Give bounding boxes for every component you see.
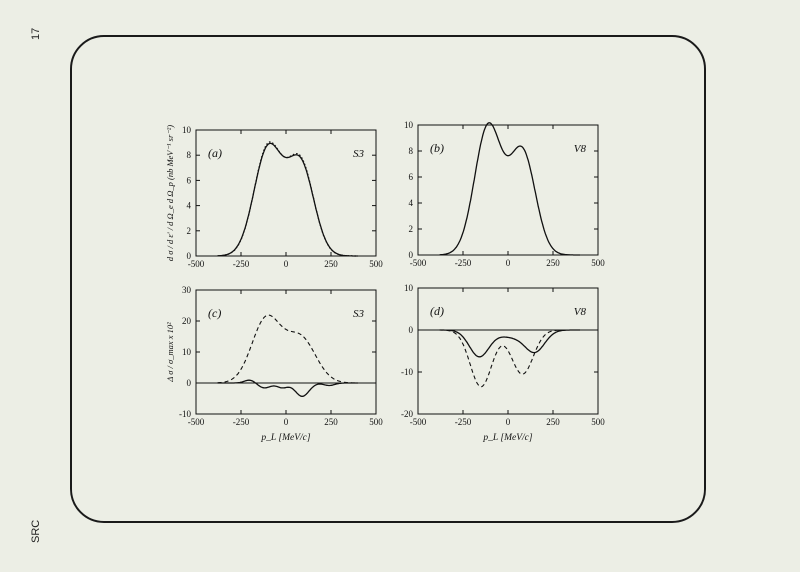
x-tick-label: -500 (410, 258, 427, 268)
x-tick-label: 0 (506, 417, 511, 427)
x-tick-label: 500 (591, 258, 605, 268)
x-tick-label: -500 (188, 259, 205, 269)
y-tick-label: 6 (409, 172, 414, 182)
x-tick-label: 250 (546, 417, 560, 427)
panel-label: (a) (208, 146, 222, 160)
y-tick-label: 4 (409, 198, 414, 208)
series-line (217, 142, 358, 257)
y-tick-label: 20 (182, 316, 192, 326)
panel-b: -500 -250 0 250 500 0 2 4 6 8 10 (b) V8 (404, 120, 605, 268)
x-tick-label: -250 (455, 417, 472, 427)
x-tick-label: -250 (233, 259, 250, 269)
x-tick-label: 500 (591, 417, 605, 427)
model-label: S3 (353, 308, 365, 320)
panel-label: (b) (430, 141, 444, 155)
model-label: V8 (574, 306, 587, 318)
panel-label: (d) (430, 304, 444, 318)
y-tick-label: 6 (187, 175, 192, 185)
y-tick-label: 10 (182, 347, 192, 357)
series-line-dashed (439, 329, 580, 388)
x-tick-label: -500 (188, 417, 205, 427)
model-label: S3 (353, 148, 365, 160)
y-axis-label: d σ / d ε' / d Ω_e d Ω_p (nb MeV⁻¹ sr⁻²) (165, 125, 175, 261)
plot-frame (417, 287, 599, 415)
y-tick-label: 4 (187, 201, 192, 211)
x-tick-label: 250 (546, 258, 560, 268)
x-tick-label: -500 (410, 417, 427, 427)
figure-frame (70, 35, 706, 523)
x-tick-label: 250 (324, 259, 338, 269)
x-tick-label: 0 (284, 259, 289, 269)
panel-c: -500 -250 0 250 500 -10 0 10 20 30 (c) S3 Δ σ / σ_ma… (165, 285, 383, 443)
y-tick-label: 10 (404, 120, 414, 130)
y-tick-label: 8 (187, 150, 192, 160)
plot-frame (195, 289, 377, 415)
y-tick-label: -20 (401, 409, 413, 419)
panel-a: -500 -250 0 250 500 0 2 4 6 8 10 (a) S3 d σ / d ε' / … (165, 125, 383, 269)
series-line-reference (217, 141, 358, 257)
series-line-solid (439, 329, 580, 358)
y-tick-label: 2 (409, 224, 414, 234)
y-tick-label: -10 (179, 409, 191, 419)
x-axis-label: p_L [MeV/c] (482, 433, 532, 443)
plot-frame (417, 124, 599, 256)
x-tick-label: 0 (284, 417, 289, 427)
y-tick-label: -10 (401, 367, 413, 377)
series-line (439, 122, 580, 256)
y-tick-label: 2 (187, 226, 192, 236)
panel-d: -500 -250 0 250 500 -20 -10 0 10 (d) V8 p_L [MeV/c] (401, 283, 605, 443)
x-tick-label: -250 (233, 417, 250, 427)
y-tick-label: 30 (182, 285, 192, 295)
y-axis-label: Δ σ / σ_max x 10² (165, 322, 175, 383)
panel-label: (c) (208, 306, 221, 320)
x-tick-label: 0 (506, 258, 511, 268)
series-line-dashed (217, 314, 358, 384)
x-tick-label: 500 (369, 259, 383, 269)
y-tick-label: 0 (187, 378, 192, 388)
y-tick-label: 0 (187, 251, 192, 261)
y-tick-label: 10 (404, 283, 414, 293)
x-axis-label: p_L [MeV/c] (260, 433, 310, 443)
plot-frame (195, 129, 377, 257)
x-tick-label: 250 (324, 417, 338, 427)
y-tick-label: 0 (409, 325, 414, 335)
y-tick-label: 8 (409, 146, 414, 156)
x-tick-label: 500 (369, 417, 383, 427)
y-tick-label: 0 (409, 250, 414, 260)
series-line-solid (217, 379, 358, 397)
x-tick-label: -250 (455, 258, 472, 268)
model-label: V8 (574, 143, 587, 155)
y-tick-label: 10 (182, 125, 192, 135)
